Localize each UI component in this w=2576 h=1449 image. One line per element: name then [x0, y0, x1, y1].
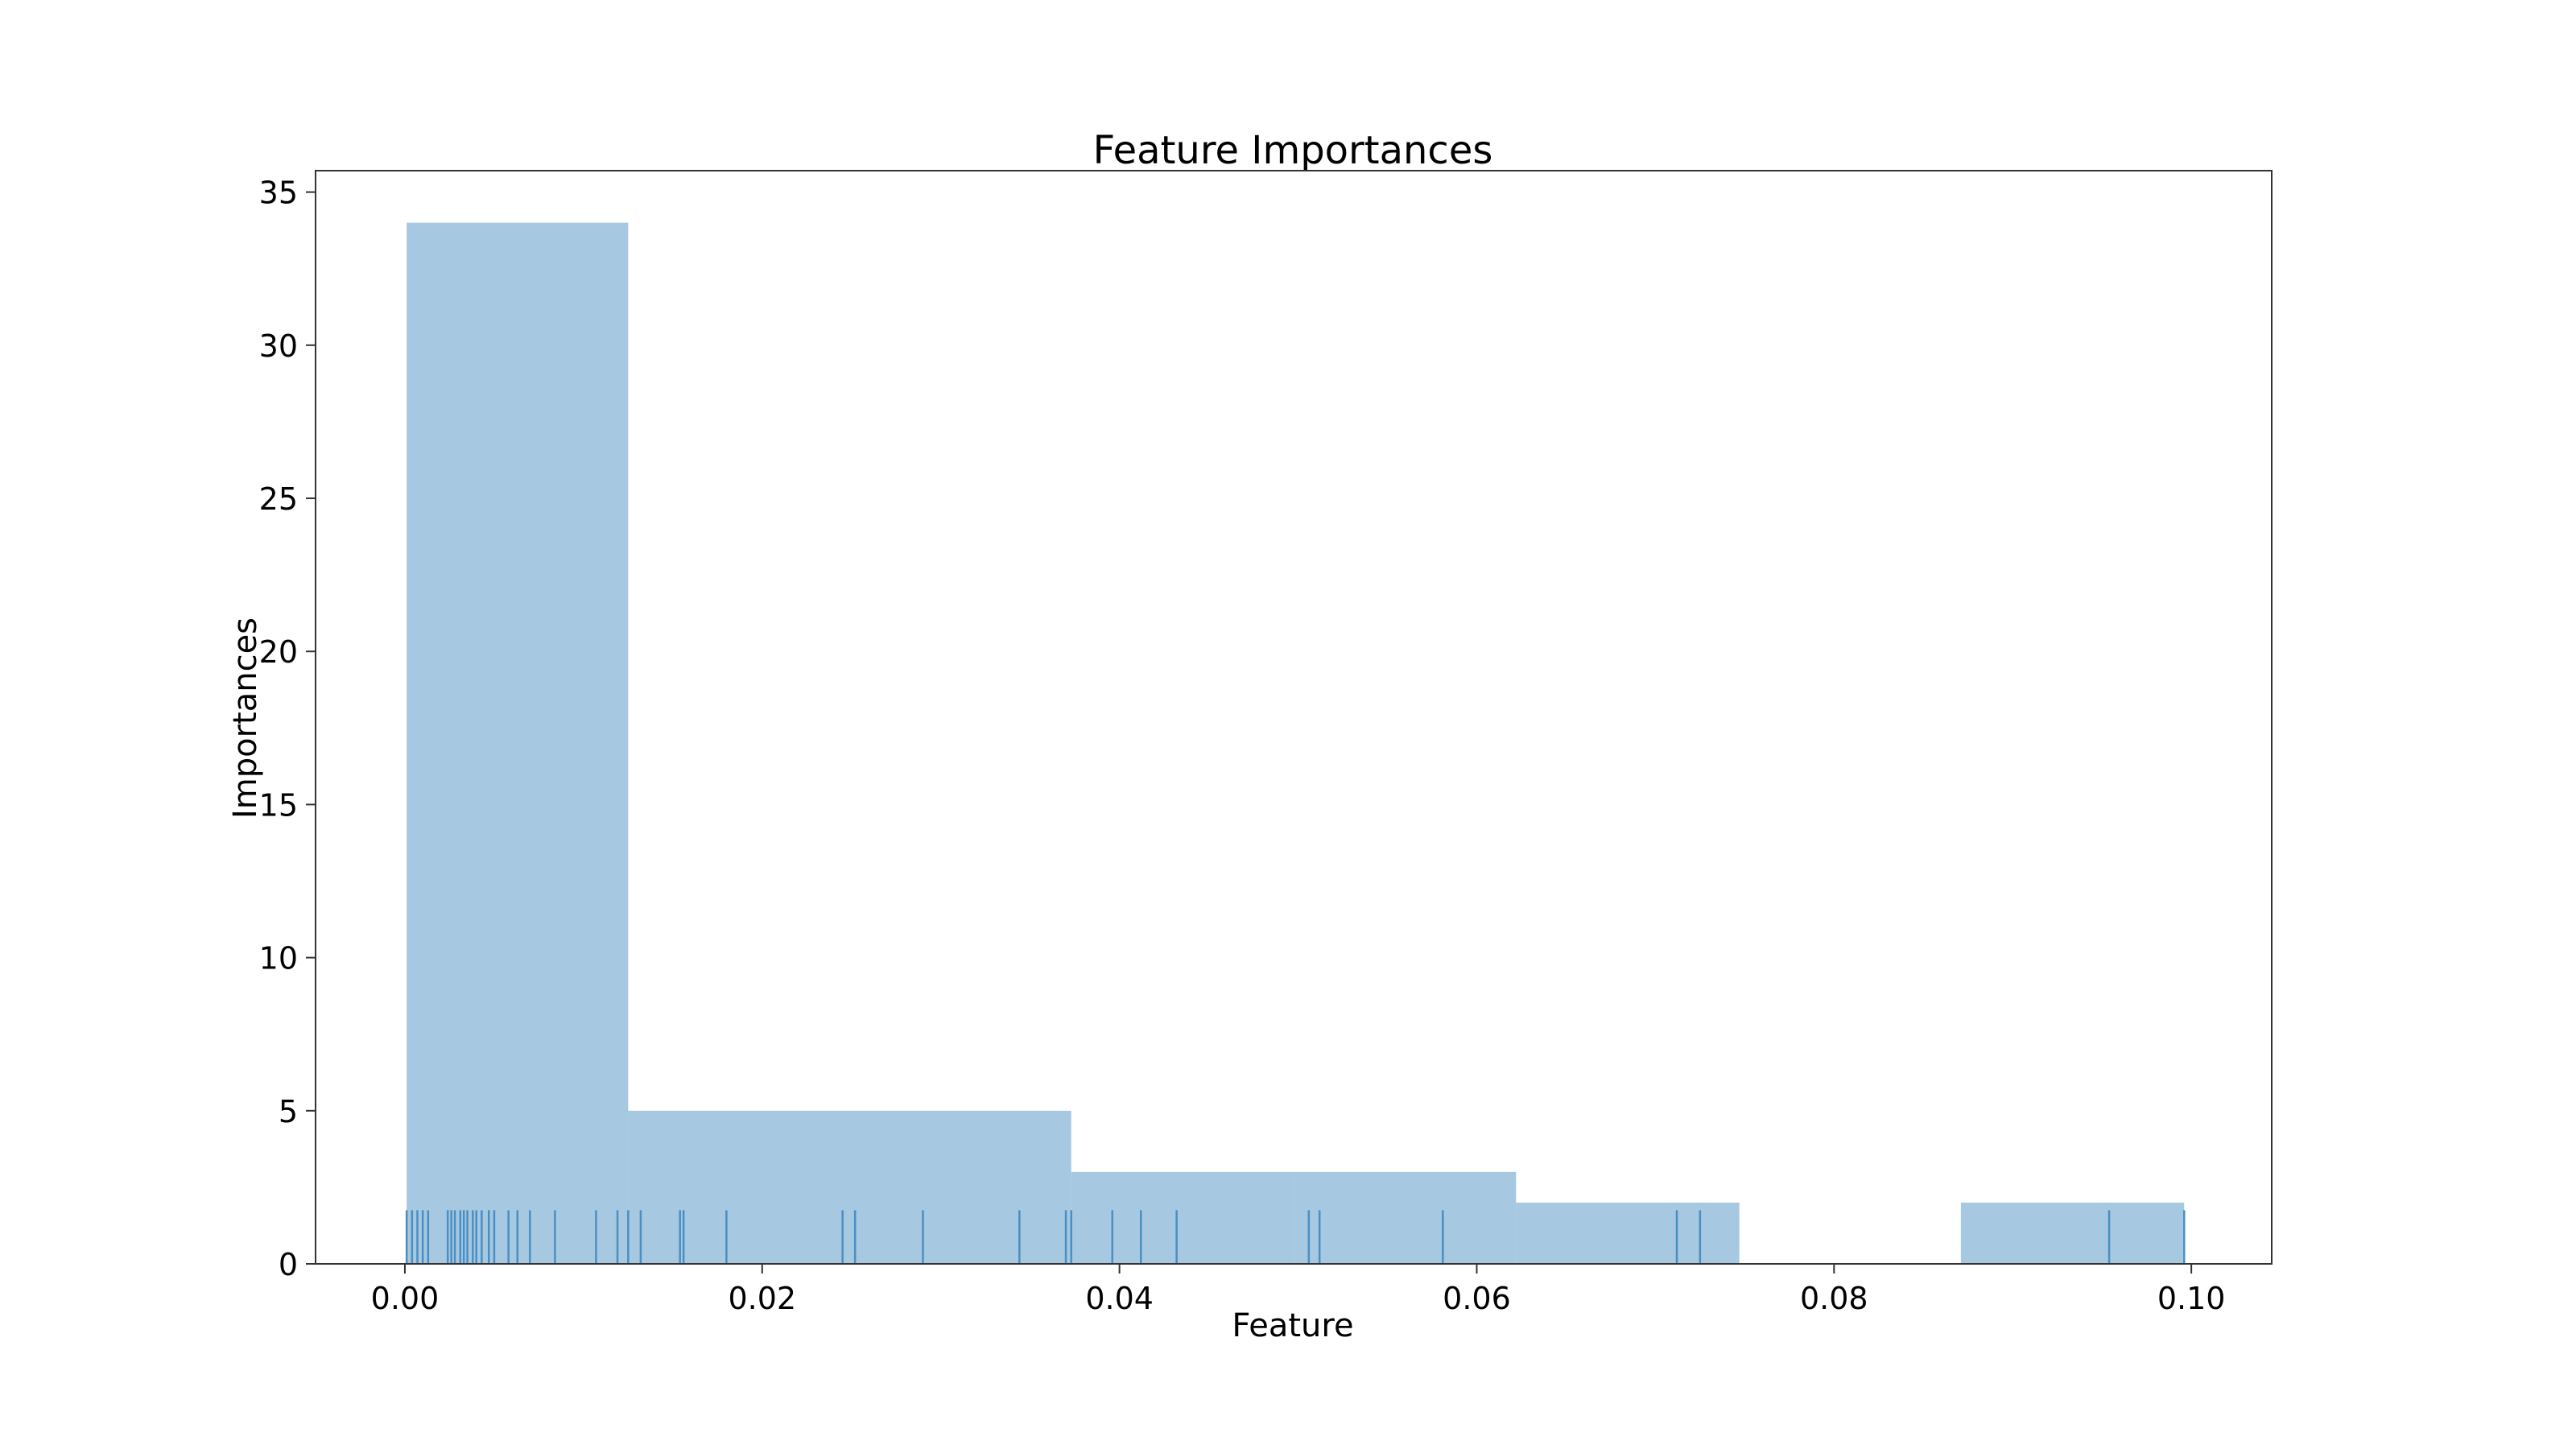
plot-frame [315, 170, 2273, 1265]
histogram-bar-4 [1294, 1171, 1517, 1264]
y-axis-ticks: 0 5 10 15 20 25 30 35 [259, 175, 316, 1282]
y-tick-label-3: 15 [259, 787, 298, 823]
y-tick-label-4: 20 [259, 634, 298, 670]
histogram-bar-2 [849, 1110, 1071, 1264]
x-tick-label-5: 0.10 [2157, 1281, 2226, 1316]
y-tick-label-1: 5 [279, 1094, 298, 1129]
x-tick-label-4: 0.08 [1800, 1281, 1868, 1316]
y-tick-label-7: 35 [259, 175, 298, 211]
histogram-bar-0 [407, 222, 629, 1265]
y-tick-label-2: 10 [259, 941, 298, 976]
x-tick-label-0: 0.00 [371, 1281, 440, 1316]
histogram-bar-1 [628, 1110, 850, 1264]
y-tick-label-0: 0 [279, 1247, 298, 1282]
x-axis-ticks: 0.00 0.02 0.04 0.06 0.08 0.10 [371, 1264, 2226, 1316]
y-tick-label-6: 30 [259, 328, 298, 364]
histogram-bars [407, 222, 2185, 1265]
x-tick-label-3: 0.06 [1443, 1281, 1511, 1316]
y-tick-label-5: 25 [259, 481, 298, 517]
histogram-bar-5 [1516, 1202, 1740, 1264]
y-axis-label: Importances [227, 617, 264, 819]
x-tick-label-1: 0.02 [728, 1281, 796, 1316]
x-axis-label: Feature [1232, 1307, 1353, 1344]
x-tick-label-2: 0.04 [1085, 1281, 1154, 1316]
histogram-bar-3 [1071, 1171, 1295, 1264]
histogram-bar-7 [1960, 1202, 2185, 1264]
rug-marks [405, 1210, 2186, 1264]
chart-title: Feature Importances [1093, 128, 1493, 173]
